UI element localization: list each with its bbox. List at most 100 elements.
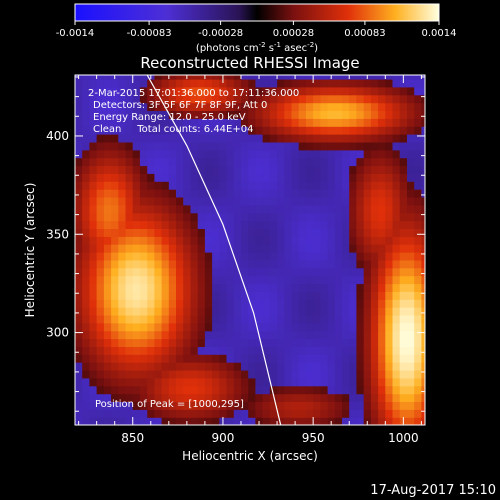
- heatmap-cell: [96, 118, 105, 127]
- heatmap-cell: [255, 283, 264, 292]
- heatmap-cell: [154, 409, 163, 418]
- heatmap-cell: [363, 244, 372, 253]
- heatmap-cell: [385, 259, 394, 269]
- heatmap-cell: [125, 141, 134, 151]
- heatmap-cell: [421, 299, 425, 308]
- heatmap-cell: [313, 149, 321, 159]
- heatmap-cell: [96, 173, 105, 182]
- heatmap-cell: [111, 134, 119, 143]
- heatmap-cell: [421, 141, 425, 151]
- heatmap-cell: [103, 141, 112, 151]
- heatmap-cell: [284, 126, 293, 135]
- heatmap-cell: [197, 314, 206, 324]
- heatmap-cell: [342, 110, 350, 119]
- heatmap-cell: [219, 275, 228, 285]
- heatmap-cell: [89, 330, 98, 340]
- heatmap-cell: [327, 307, 336, 316]
- heatmap-cell: [342, 220, 350, 229]
- heatmap-cell: [183, 94, 191, 104]
- heatmap-cell: [392, 94, 401, 104]
- heatmap-cell: [327, 354, 336, 363]
- heatmap-cell: [204, 385, 213, 395]
- heatmap-cell: [125, 189, 134, 198]
- heatmap-cell: [407, 75, 415, 80]
- heatmap-cell: [356, 204, 365, 214]
- heatmap-cell: [414, 196, 422, 206]
- heatmap-cell: [392, 354, 401, 363]
- heatmap-cell: [370, 75, 379, 80]
- heatmap-cell: [269, 228, 278, 237]
- heatmap-cell: [241, 244, 249, 253]
- heatmap-cell: [190, 244, 199, 253]
- heatmap-cell: [226, 228, 235, 237]
- heatmap-cell: [291, 173, 300, 182]
- heatmap-cell: [147, 165, 155, 174]
- heatmap-cell: [197, 252, 206, 261]
- heatmap-cell: [385, 385, 394, 395]
- heatmap-cell: [118, 314, 127, 324]
- heatmap-cell: [349, 369, 357, 379]
- heatmap-cell: [204, 157, 213, 167]
- heatmap-cell: [255, 275, 264, 285]
- heatmap-cell: [125, 338, 134, 347]
- heatmap-cell: [118, 134, 127, 143]
- heatmap-cell: [407, 401, 415, 410]
- heatmap-cell: [262, 157, 271, 167]
- heatmap-cell: [75, 196, 83, 206]
- heatmap-cell: [132, 322, 141, 332]
- heatmap-cell: [139, 252, 148, 261]
- heatmap-cell: [204, 322, 213, 332]
- heatmap-cell: [262, 259, 271, 269]
- heatmap-cell: [349, 204, 357, 214]
- heatmap-cell: [190, 141, 199, 151]
- heatmap-cell: [291, 86, 300, 96]
- heatmap-cell: [392, 165, 401, 174]
- heatmap-cell: [255, 126, 264, 135]
- heatmap-cell: [176, 110, 184, 119]
- heatmap-cell: [363, 141, 372, 151]
- heatmap-cell: [327, 267, 336, 277]
- heatmap-cell: [284, 165, 293, 174]
- heatmap-cell: [284, 244, 293, 253]
- heatmap-cell: [197, 149, 206, 159]
- heatmap-cell: [219, 401, 228, 410]
- heatmap-cell: [370, 330, 379, 340]
- heatmap-cell: [190, 369, 199, 379]
- heatmap-cell: [277, 275, 285, 285]
- heatmap-cell: [161, 377, 170, 387]
- heatmap-cell: [313, 409, 321, 418]
- heatmap-cell: [89, 299, 98, 308]
- heatmap-cell: [111, 409, 119, 418]
- heatmap-cell: [190, 307, 199, 316]
- heatmap-cell: [363, 354, 372, 363]
- heatmap-cell: [327, 362, 336, 371]
- heatmap-cell: [291, 102, 300, 111]
- heatmap-cell: [255, 322, 264, 332]
- heatmap-cell: [241, 354, 249, 363]
- heatmap-cell: [118, 330, 127, 340]
- heatmap-cell: [378, 354, 386, 363]
- heatmap-cell: [103, 212, 112, 222]
- heatmap-cell: [241, 259, 249, 269]
- heatmap-cell: [342, 401, 350, 410]
- heatmap-cell: [269, 173, 278, 182]
- heatmap-cell: [226, 369, 235, 379]
- heatmap-cell: [176, 126, 184, 135]
- heatmap-cell: [284, 173, 293, 182]
- heatmap-cell: [82, 228, 90, 237]
- heatmap-cell: [212, 275, 220, 285]
- heatmap-cell: [291, 314, 300, 324]
- heatmap-cell: [363, 346, 372, 355]
- heatmap-cell: [255, 102, 264, 111]
- heatmap-cell: [298, 134, 307, 143]
- heatmap-cell: [176, 338, 184, 347]
- heatmap-cell: [118, 377, 127, 387]
- heatmap-cell: [75, 110, 83, 119]
- heatmap-cell: [75, 157, 83, 167]
- heatmap-cell: [248, 385, 256, 395]
- heatmap-cell: [190, 252, 199, 261]
- heatmap-cell: [320, 252, 329, 261]
- heatmap-cell: [342, 236, 350, 245]
- heatmap-cell: [298, 401, 307, 410]
- heatmap-cell: [320, 86, 329, 96]
